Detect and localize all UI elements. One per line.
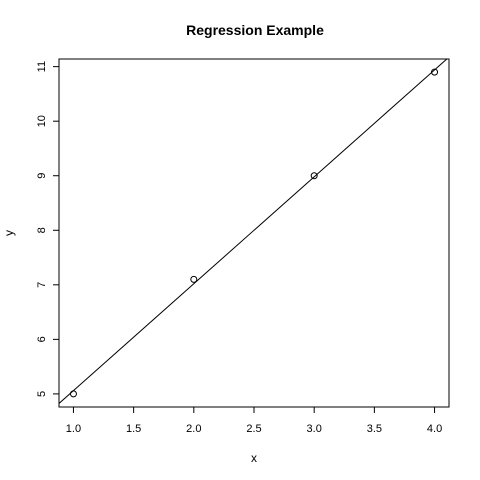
x-axis: 1.0 1.5 2.0 2.5 3.0 3.5 4.0 (66, 406, 442, 435)
x-tick-label: 4.0 (427, 423, 442, 435)
x-tick-label: 2.5 (246, 423, 261, 435)
x-tick-label: 3.0 (307, 423, 322, 435)
data-point (69, 390, 77, 398)
y-axis-label: y (2, 230, 16, 236)
data-point (431, 68, 439, 76)
y-tick-label: 7 (36, 282, 48, 288)
y-tick-label: 8 (36, 227, 48, 233)
y-tick-label: 9 (36, 173, 48, 179)
chart-title: Regression Example (186, 22, 324, 38)
x-tick-label: 2.0 (186, 423, 201, 435)
y-tick-label: 5 (36, 391, 48, 397)
x-tick-label: 3.5 (367, 423, 382, 435)
plot-frame (58, 58, 450, 408)
y-tick-label: 10 (36, 115, 48, 127)
x-tick-label: 1.0 (66, 423, 81, 435)
x-axis-label: x (251, 451, 257, 465)
y-tick-label: 11 (36, 61, 48, 72)
x-tick-label: 1.5 (126, 423, 141, 435)
data-point (190, 275, 198, 283)
y-axis: 5 6 7 8 9 10 11 (36, 61, 60, 397)
y-tick-label: 6 (36, 336, 48, 342)
data-point (310, 172, 318, 180)
